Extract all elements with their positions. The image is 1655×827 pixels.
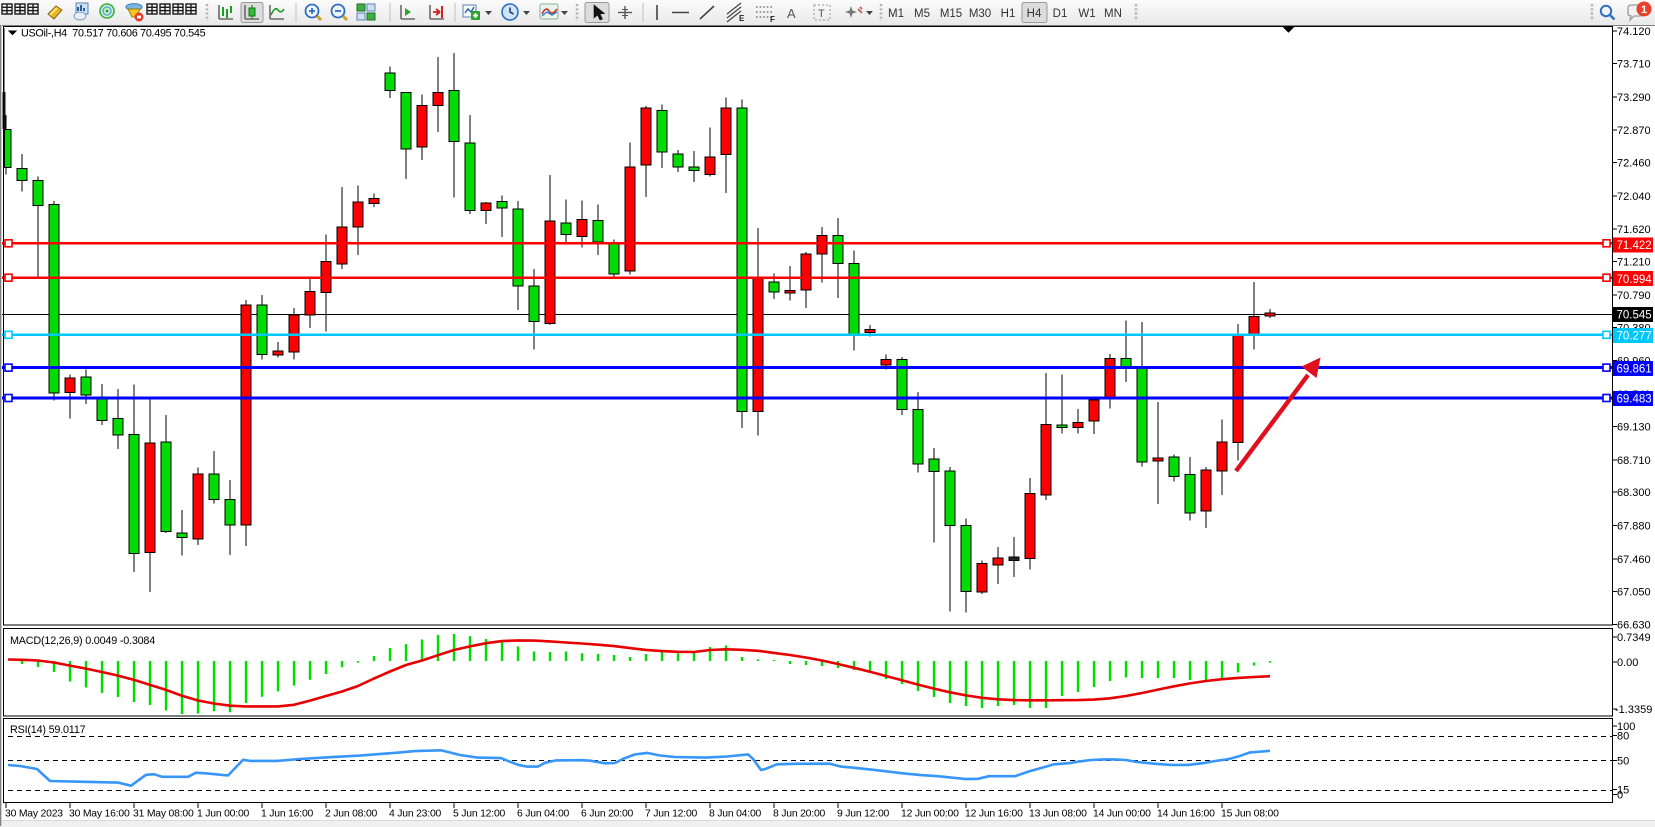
svg-text:-1.3359: -1.3359 <box>1615 704 1652 716</box>
svg-text:66.630: 66.630 <box>1617 620 1651 632</box>
svg-text:67.050: 67.050 <box>1617 586 1651 598</box>
svg-text:100: 100 <box>1617 721 1635 733</box>
svg-text:67.460: 67.460 <box>1617 554 1651 566</box>
svg-text:1: 1 <box>1641 4 1647 16</box>
svg-text:USOil-,H4 70.517 70.606 70.49: USOil-,H4 70.517 70.606 70.495 70.545 <box>21 28 206 40</box>
svg-text:70.994: 70.994 <box>1617 274 1653 286</box>
svg-text:7 Jun 12:00: 7 Jun 12:00 <box>645 809 698 820</box>
svg-text:0.7349: 0.7349 <box>1617 632 1651 644</box>
svg-text:M5: M5 <box>914 8 930 20</box>
svg-text:8 Jun 04:00: 8 Jun 04:00 <box>709 809 762 820</box>
svg-text:30 May 2023: 30 May 2023 <box>5 809 63 820</box>
svg-text:4 Jun 23:00: 4 Jun 23:00 <box>389 809 442 820</box>
svg-text:6 Jun 20:00: 6 Jun 20:00 <box>581 809 634 820</box>
svg-text:6 Jun 04:00: 6 Jun 04:00 <box>517 809 570 820</box>
svg-text:MN: MN <box>1104 8 1122 20</box>
svg-text:73.710: 73.710 <box>1617 59 1651 71</box>
svg-text:1 Jun 16:00: 1 Jun 16:00 <box>261 809 314 820</box>
svg-text:A: A <box>787 6 796 21</box>
svg-text:73.290: 73.290 <box>1617 92 1651 104</box>
svg-text:74.120: 74.120 <box>1617 26 1651 38</box>
svg-text:1 Jun 00:00: 1 Jun 00:00 <box>197 809 250 820</box>
svg-text:RSI(14) 59.0117: RSI(14) 59.0117 <box>10 724 86 736</box>
svg-text:70.545: 70.545 <box>1617 310 1652 322</box>
svg-text:71.620: 71.620 <box>1617 224 1651 236</box>
svg-text:2 Jun 08:00: 2 Jun 08:00 <box>325 809 378 820</box>
svg-text:M15: M15 <box>940 8 962 20</box>
svg-text:31 May 08:00: 31 May 08:00 <box>133 809 194 820</box>
svg-text:12 Jun 00:00: 12 Jun 00:00 <box>901 809 959 820</box>
svg-text:M30: M30 <box>969 8 991 20</box>
svg-text:F: F <box>770 15 775 24</box>
svg-text:0.00: 0.00 <box>1617 657 1638 669</box>
svg-text:13 Jun 08:00: 13 Jun 08:00 <box>1029 809 1087 820</box>
svg-text:50: 50 <box>1617 756 1629 768</box>
svg-text:70.790: 70.790 <box>1617 290 1651 302</box>
svg-text:5 Jun 12:00: 5 Jun 12:00 <box>453 809 506 820</box>
svg-text:12 Jun 16:00: 12 Jun 16:00 <box>965 809 1023 820</box>
svg-text:15 Jun 08:00: 15 Jun 08:00 <box>1221 809 1279 820</box>
svg-text:71.210: 71.210 <box>1617 257 1651 269</box>
svg-text:67.880: 67.880 <box>1617 521 1651 533</box>
svg-text:30 May 16:00: 30 May 16:00 <box>69 809 130 820</box>
svg-text:72.460: 72.460 <box>1617 158 1651 170</box>
svg-text:71.422: 71.422 <box>1617 240 1652 252</box>
svg-text:14 Jun 16:00: 14 Jun 16:00 <box>1157 809 1215 820</box>
svg-text:69.130: 69.130 <box>1617 422 1651 434</box>
svg-text:W1: W1 <box>1078 8 1095 20</box>
svg-text:H4: H4 <box>1027 8 1042 20</box>
svg-text:72.040: 72.040 <box>1617 191 1651 203</box>
svg-text:68.710: 68.710 <box>1617 455 1651 467</box>
svg-text:T: T <box>818 8 825 20</box>
svg-text:0: 0 <box>1617 790 1623 802</box>
svg-text:E: E <box>739 14 745 23</box>
svg-text:68.300: 68.300 <box>1617 487 1651 499</box>
svg-text:8 Jun 20:00: 8 Jun 20:00 <box>773 809 826 820</box>
svg-text:15: 15 <box>1617 785 1629 797</box>
svg-text:70.277: 70.277 <box>1617 331 1652 343</box>
svg-text:72.870: 72.870 <box>1617 125 1651 137</box>
svg-text:M1: M1 <box>888 8 904 20</box>
svg-text:MACD(12,26,9) 0.0049 -0.3084: MACD(12,26,9) 0.0049 -0.3084 <box>10 635 155 647</box>
svg-text:69.861: 69.861 <box>1617 364 1652 376</box>
svg-text:9 Jun 12:00: 9 Jun 12:00 <box>837 809 890 820</box>
svg-text:14 Jun 00:00: 14 Jun 00:00 <box>1093 809 1151 820</box>
svg-text:80: 80 <box>1617 731 1629 743</box>
svg-text:69.483: 69.483 <box>1617 394 1652 406</box>
svg-text:D1: D1 <box>1053 8 1068 20</box>
svg-text:H1: H1 <box>1001 8 1016 20</box>
